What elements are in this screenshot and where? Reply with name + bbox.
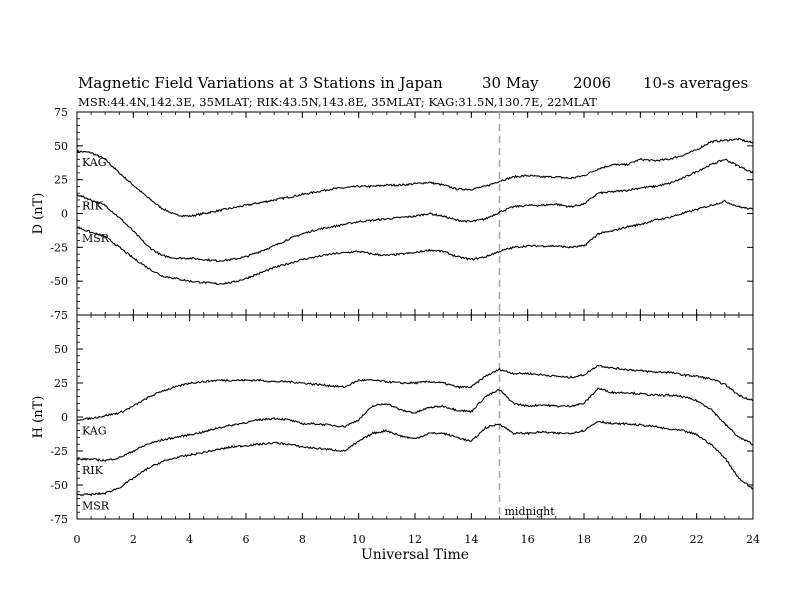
x-axis-label: Universal Time bbox=[361, 547, 469, 563]
x-tick-label: 0 bbox=[74, 533, 81, 546]
x-tick-label: 8 bbox=[299, 533, 306, 546]
y-tick-label: -75 bbox=[50, 513, 68, 526]
y-tick-label: -25 bbox=[50, 445, 68, 458]
y-tick-label: 50 bbox=[54, 343, 68, 356]
series-line-rik bbox=[76, 387, 754, 462]
y-tick-label: -50 bbox=[50, 275, 68, 288]
chart-year: 2006 bbox=[573, 74, 612, 92]
series-line-kag bbox=[76, 364, 754, 421]
y-tick-label: -25 bbox=[50, 241, 68, 254]
y-tick-label: -50 bbox=[50, 479, 68, 492]
y-tick-label: 75 bbox=[54, 106, 68, 119]
h-panel-frame bbox=[76, 314, 754, 520]
y-tick-label: 50 bbox=[54, 140, 68, 153]
x-tick-label: 16 bbox=[521, 533, 535, 546]
chart-averaging: 10-s averages bbox=[643, 74, 749, 92]
x-tick-label: 14 bbox=[464, 533, 478, 546]
series-line-msr bbox=[76, 420, 754, 497]
x-tick-label: 4 bbox=[186, 533, 193, 546]
chart-date: 30 May bbox=[482, 74, 539, 92]
y-tick-label: 0 bbox=[61, 208, 68, 221]
x-tick-label: 24 bbox=[746, 533, 760, 546]
y-tick-label: 25 bbox=[54, 377, 68, 390]
x-tick-label: 10 bbox=[352, 533, 366, 546]
d-panel: -75 -50 -25 0 25 50 75 D (nT) KAG RIK MSR bbox=[31, 106, 754, 322]
y-axis-label: D (nT) bbox=[31, 193, 46, 235]
x-tick-label: 12 bbox=[408, 533, 422, 546]
series-label-kag: KAG bbox=[82, 156, 107, 169]
y-tick-label: 0 bbox=[61, 411, 68, 424]
series-line-msr bbox=[76, 199, 754, 285]
y-axis-label: H (nT) bbox=[31, 396, 46, 439]
x-tick-label: 22 bbox=[690, 533, 704, 546]
d-panel-frame bbox=[76, 111, 754, 316]
x-tick-label: 18 bbox=[577, 533, 591, 546]
series-label-msr: MSR bbox=[82, 232, 110, 245]
x-tick-label: 6 bbox=[243, 533, 250, 546]
midnight-label: midnight bbox=[505, 505, 556, 518]
series-label-rik: RIK bbox=[82, 464, 104, 477]
series-label-rik: RIK bbox=[82, 200, 104, 213]
x-tick-label: 20 bbox=[633, 533, 647, 546]
series-line-rik bbox=[76, 158, 754, 263]
series-line-kag bbox=[76, 137, 754, 218]
chart-title: Magnetic Field Variations at 3 Stations … bbox=[78, 74, 443, 92]
series-label-kag: KAG bbox=[82, 425, 107, 438]
x-tick-label: 2 bbox=[130, 533, 137, 546]
series-label-msr: MSR bbox=[82, 500, 110, 513]
y-tick-label: -75 bbox=[50, 309, 68, 322]
station-coordinates: MSR:44.4N,142.3E, 35MLAT; RIK:43.5N,143.… bbox=[78, 95, 598, 109]
y-tick-label: 25 bbox=[54, 174, 68, 187]
